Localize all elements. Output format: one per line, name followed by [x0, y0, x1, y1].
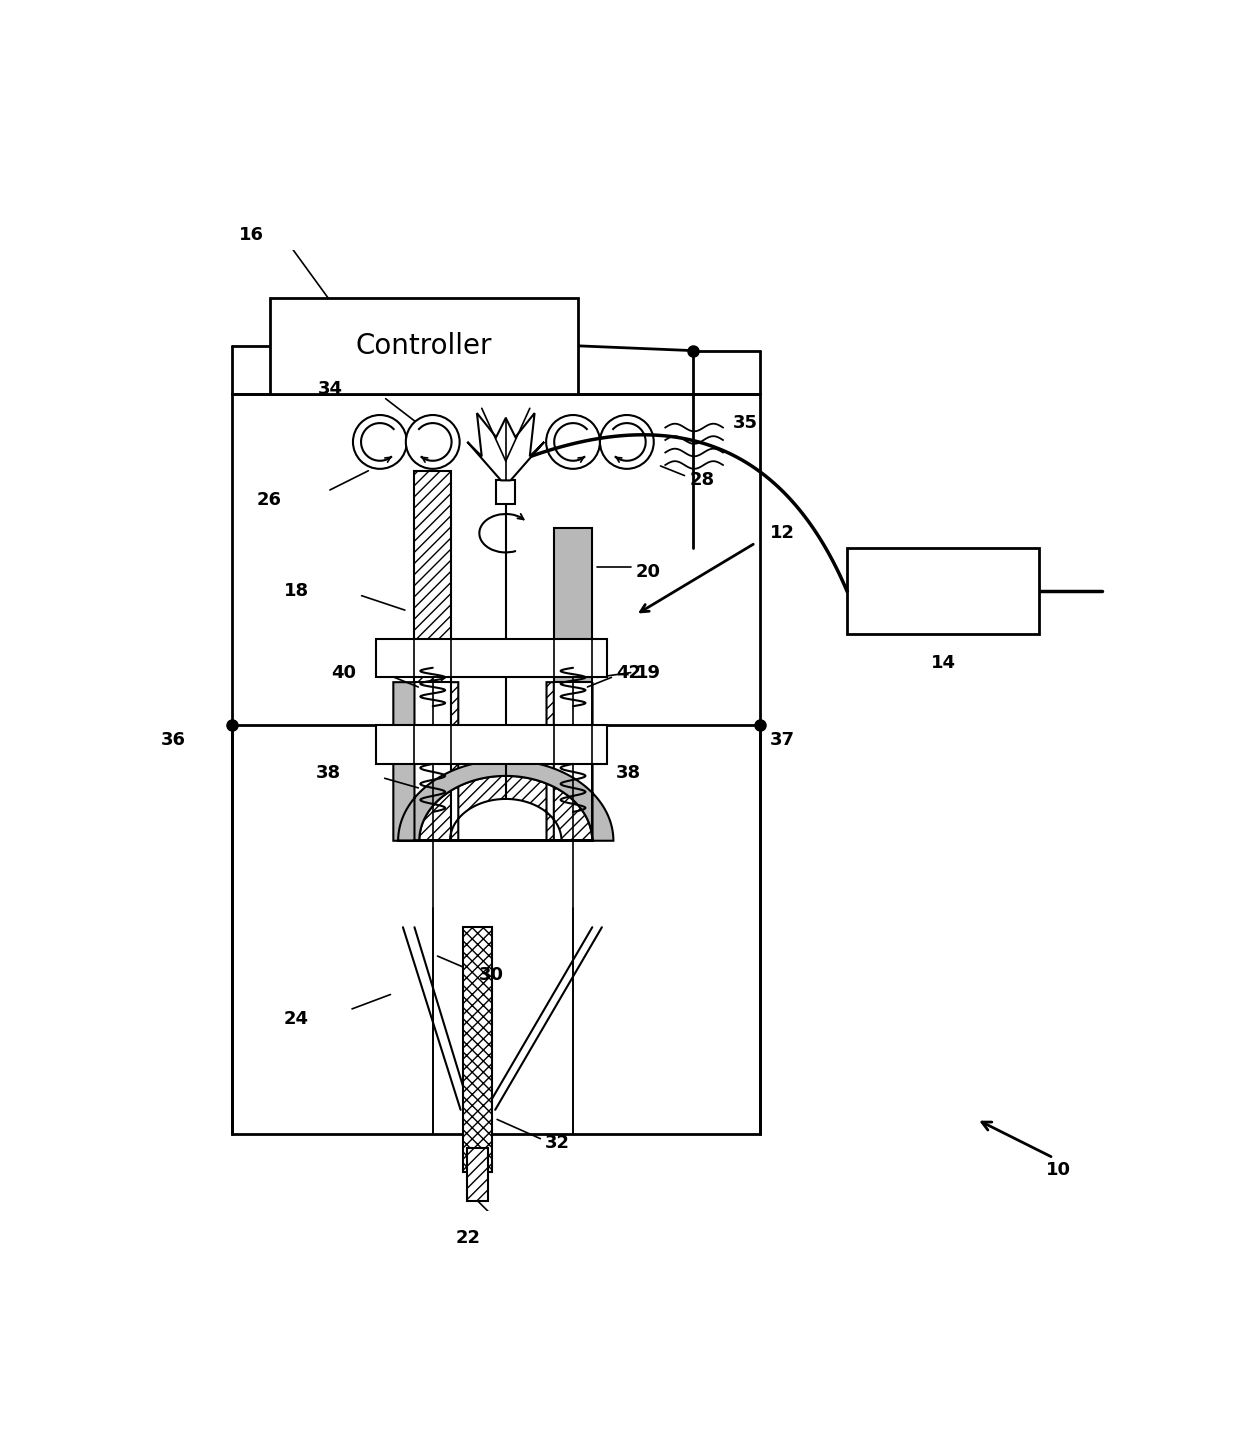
Text: 38: 38 [316, 765, 341, 782]
Text: 14: 14 [930, 654, 956, 672]
Text: 38: 38 [616, 765, 641, 782]
Bar [414, 471, 451, 683]
Polygon shape [419, 683, 593, 840]
Text: 18: 18 [284, 581, 309, 600]
Circle shape [600, 415, 653, 469]
Circle shape [405, 415, 460, 469]
Bar [232, 393, 760, 1134]
Text: 26: 26 [257, 490, 281, 509]
Circle shape [546, 415, 600, 469]
Text: 10: 10 [1045, 1161, 1071, 1180]
Text: 28: 28 [689, 471, 714, 489]
Bar [376, 726, 606, 763]
Text: 32: 32 [546, 1135, 570, 1152]
Text: 42: 42 [616, 664, 641, 681]
Text: 20: 20 [635, 562, 661, 581]
Text: 30: 30 [479, 966, 503, 985]
Bar [467, 1148, 489, 1202]
Bar [464, 927, 492, 1173]
Text: 22: 22 [456, 1229, 481, 1246]
Text: 12: 12 [770, 525, 795, 542]
Bar [847, 548, 1039, 635]
Bar [270, 298, 578, 393]
Text: 37: 37 [770, 730, 795, 749]
Circle shape [353, 415, 407, 469]
Text: 24: 24 [284, 1009, 309, 1028]
Text: 40: 40 [331, 664, 356, 681]
Text: 19: 19 [635, 664, 661, 681]
Bar [496, 480, 516, 505]
Bar [554, 528, 593, 683]
Polygon shape [393, 683, 614, 840]
Text: 34: 34 [317, 380, 342, 398]
Text: Controller: Controller [356, 331, 492, 360]
Text: 36: 36 [161, 730, 186, 749]
Text: 35: 35 [733, 414, 758, 432]
Polygon shape [467, 414, 544, 480]
Bar [376, 639, 606, 677]
Text: 16: 16 [238, 227, 264, 244]
